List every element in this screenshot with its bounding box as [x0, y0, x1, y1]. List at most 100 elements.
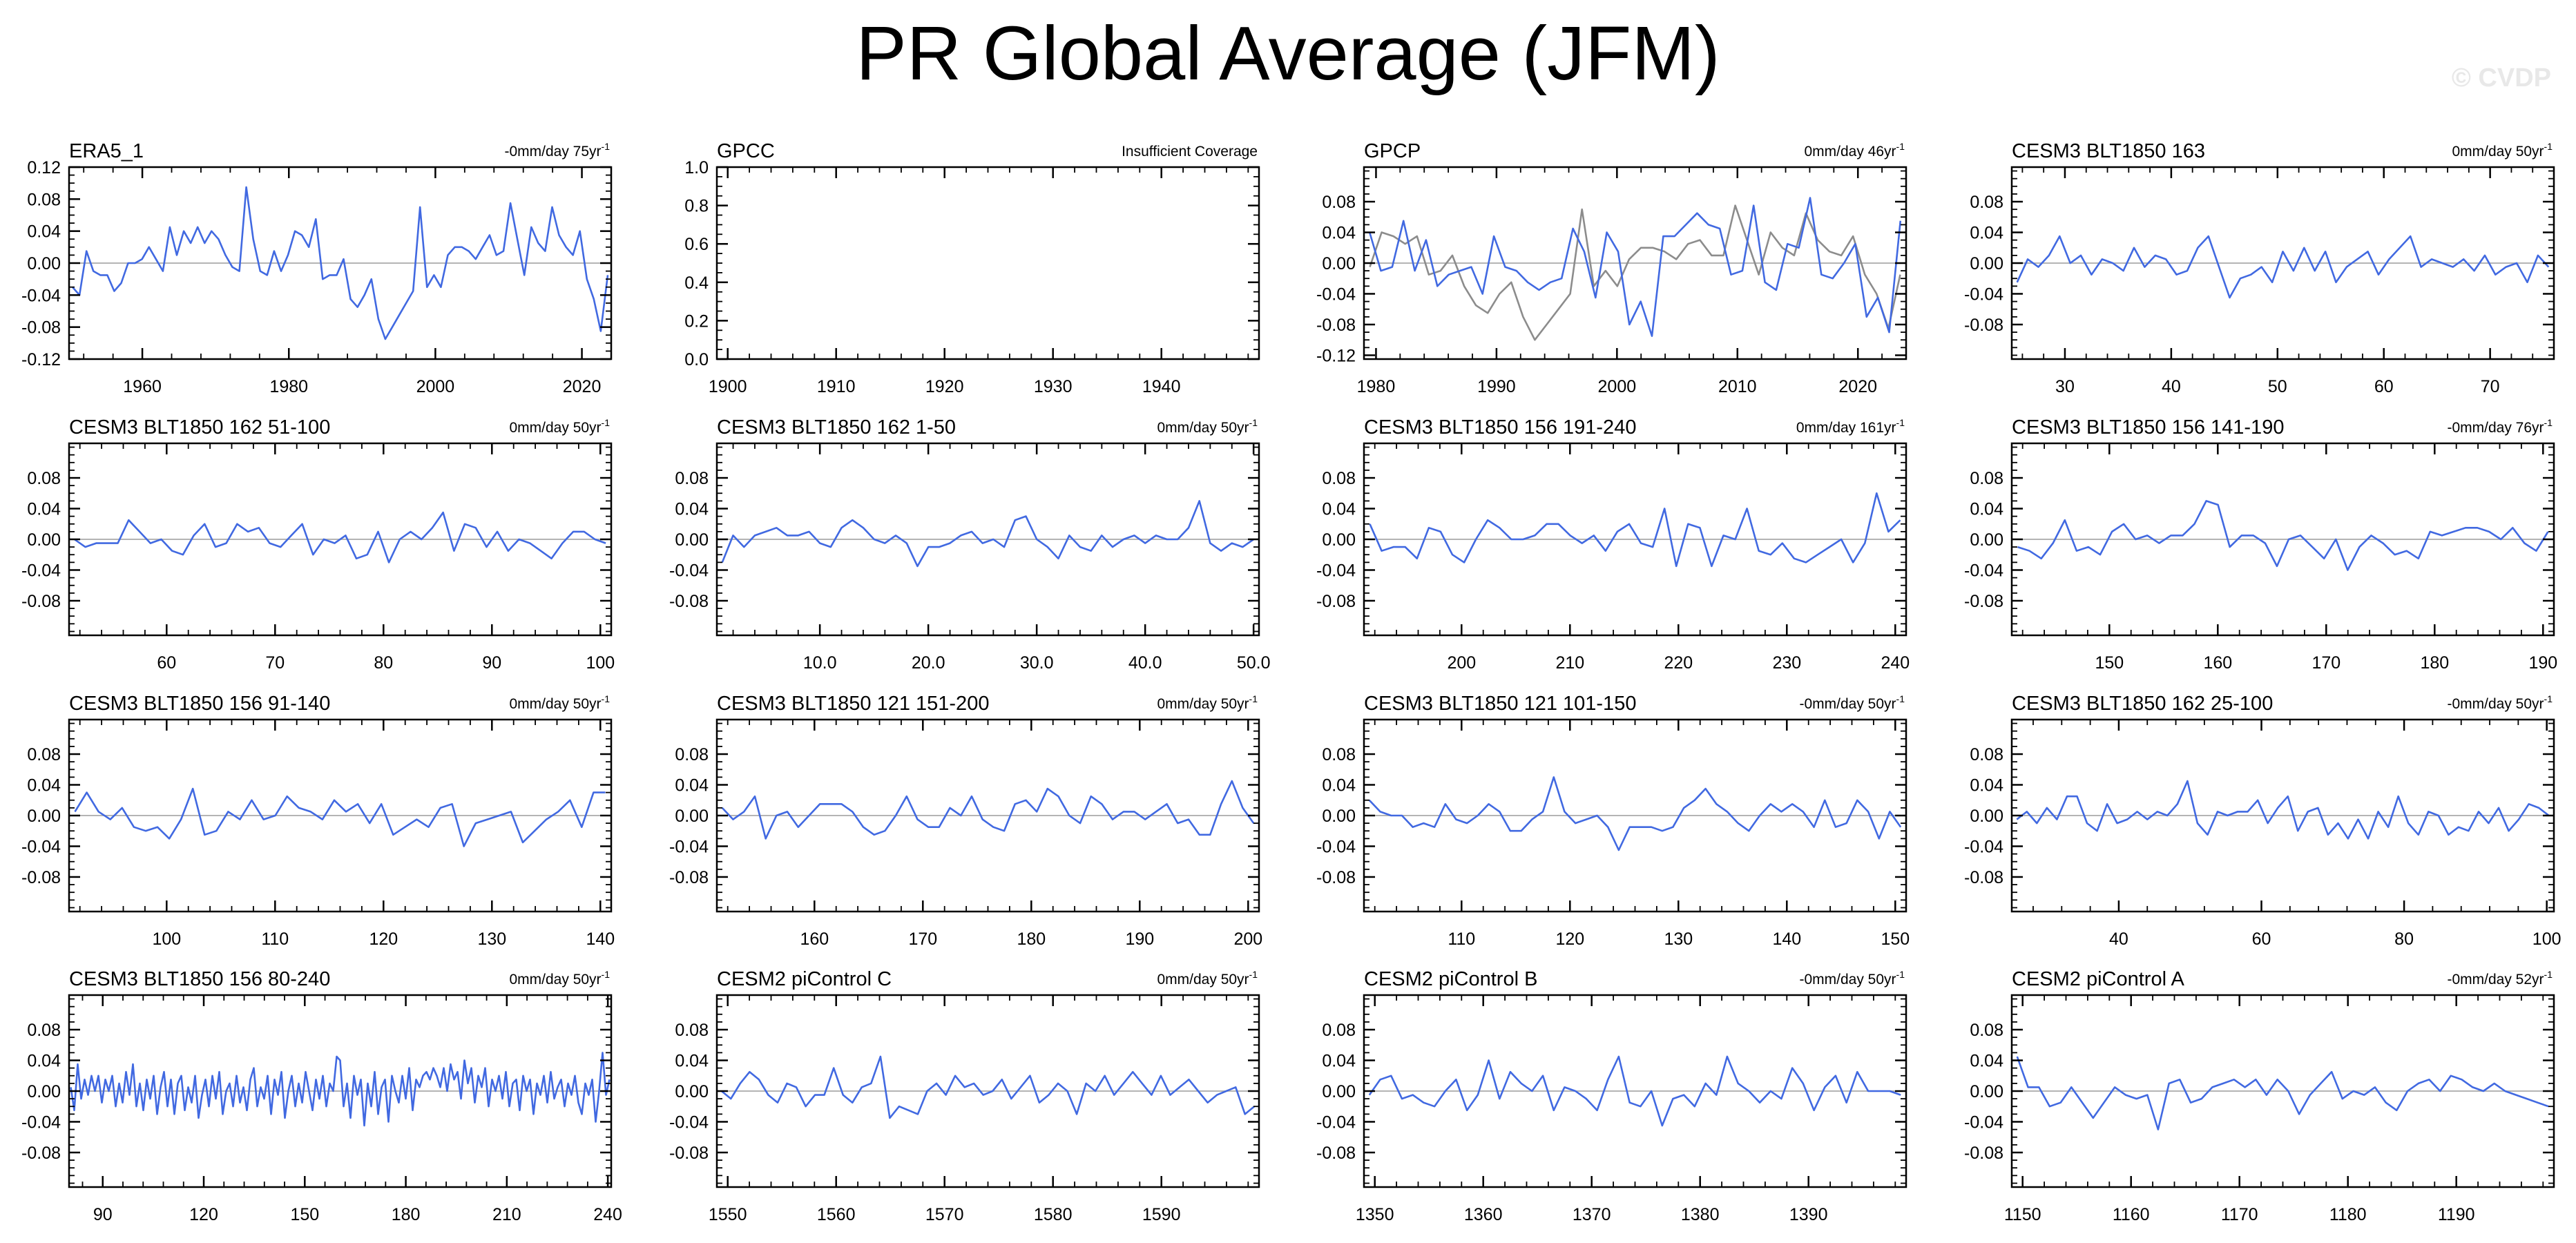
y-tick-label: 0.00: [1322, 807, 1356, 826]
x-tick-label: 10.0: [803, 653, 837, 673]
x-tick-label: 150: [290, 1205, 319, 1224]
x-tick-label: 1160: [2113, 1205, 2150, 1224]
x-tick-label: 2000: [1598, 377, 1637, 396]
y-tick-label: 0.04: [1970, 500, 2003, 519]
x-tick-label: 60: [157, 653, 176, 673]
x-tick-label: 1170: [2221, 1205, 2258, 1224]
chart-panel-12: 40 60 80 100 -0.08 -0.04 0.00 0.04 0.08 CESM3 BLT…: [1964, 693, 2561, 949]
y-tick-label: -0.04: [21, 561, 61, 580]
y-tick-label: 0.04: [27, 1052, 61, 1071]
x-tick-label: 50: [2268, 377, 2287, 396]
y-tick-label: 0.08: [675, 469, 709, 488]
x-tick-label: 210: [1555, 653, 1584, 673]
x-tick-label: 80: [2394, 929, 2414, 949]
chart-panel-15: 1350 1360 1370 1380 1390 -0.08 -0.04 0.00 0.04 0.…: [1316, 968, 1907, 1224]
panel-stat-exponent: -1: [602, 969, 611, 980]
panel-title: GPCC: [717, 140, 775, 162]
y-tick-label: 0.00: [675, 807, 709, 826]
x-tick-label: 200: [1233, 929, 1262, 949]
model-series-line: [721, 780, 1255, 840]
x-tick-label: 70: [2481, 377, 2500, 396]
panel-stat-value: -0mm/day 50yr: [2448, 696, 2544, 712]
panel-stat-exponent: -1: [602, 417, 611, 428]
y-tick-label: 0.08: [27, 745, 61, 764]
y-tick-label: -0.08: [1964, 868, 2003, 887]
chart-panel-3: 1980 1990 2000 2010 2020 -0.12 -0.08 -0.04 0.00 0…: [1316, 140, 1907, 396]
y-tick-label: -0.04: [669, 561, 709, 580]
y-tick-label: 0.00: [1322, 254, 1356, 273]
x-tick-label: 30: [2055, 377, 2075, 396]
y-tick-label: 0.04: [1970, 1052, 2003, 1071]
model-series-line: [2016, 235, 2550, 299]
chart-panel-11: 110 120 130 140 150 -0.08 -0.04 0.00 0.04 0.08 CES…: [1316, 693, 1910, 949]
x-tick-label: 1990: [1477, 377, 1516, 396]
y-tick-label: -0.08: [21, 592, 61, 611]
y-tick-label: -0.08: [1316, 868, 1356, 887]
panel-stat: 0mm/day 161yr-1: [1796, 417, 1905, 436]
x-tick-label: 140: [1772, 929, 1801, 949]
x-tick-label: 80: [374, 653, 393, 673]
panel-stat-value: -0mm/day 52yr: [2448, 972, 2544, 987]
chart-panel-6: 10.0 20.0 30.0 40.0 50.0 -0.08 -0.04 0.00 0.04 0.…: [669, 416, 1270, 673]
y-tick-label: 0.6: [684, 235, 709, 254]
x-tick-label: 1900: [709, 377, 747, 396]
panel-stat: 0mm/day 46yr-1: [1805, 141, 1905, 160]
y-tick-label: 0.8: [684, 197, 709, 216]
x-tick-label: 180: [392, 1205, 421, 1224]
chart-panel-16: 1150 1160 1170 1180 1190 -0.08 -0.04 0.00 0.04 0.…: [1964, 968, 2555, 1224]
panel-stat-value: -0mm/day 50yr: [1800, 696, 1896, 712]
panel-stat-value: -0mm/day 76yr: [2448, 420, 2544, 436]
x-tick-label: 1910: [817, 377, 856, 396]
panel-stat-value: Insufficient Coverage: [1122, 144, 1258, 160]
x-tick-label: 1180: [2329, 1205, 2367, 1224]
chart-panel-13: 90 120 150 180 210 240 -0.08 -0.04 0.00 0.04 0.08 C…: [21, 968, 622, 1224]
panel-stat: 0mm/day 50yr-1: [510, 417, 611, 436]
x-tick-label: 40.0: [1128, 653, 1162, 673]
model-series-line: [720, 1055, 1256, 1119]
y-tick-label: 0.04: [1322, 500, 1356, 519]
x-tick-label: 240: [1881, 653, 1910, 673]
x-tick-label: 1560: [817, 1205, 856, 1224]
y-tick-label: -0.08: [1316, 316, 1356, 335]
y-tick-label: -0.04: [1316, 1112, 1356, 1132]
x-tick-label: 1570: [925, 1205, 964, 1224]
y-tick-label: -0.04: [1316, 285, 1356, 304]
y-tick-label: 0.12: [27, 158, 61, 177]
model-series-line: [74, 787, 606, 847]
x-tick-label: 1960: [123, 377, 162, 396]
chart-panel-9: 100 110 120 130 140 -0.08 -0.04 0.00 0.04 0.08 CES…: [21, 693, 615, 949]
x-tick-label: 180: [1017, 929, 1046, 949]
panel-stat-exponent: -1: [602, 141, 611, 152]
model-series-line: [1368, 1055, 1901, 1127]
panel-stat-exponent: -1: [1896, 417, 1905, 428]
x-tick-label: 100: [2532, 929, 2561, 949]
y-tick-label: 0.00: [1970, 530, 2003, 550]
chart-panel-4: 30 40 50 60 70 -0.08 -0.04 0.00 0.04 0.08 CESM3 BL…: [1964, 140, 2555, 396]
y-tick-label: 0.08: [1970, 469, 2003, 488]
x-tick-label: 1980: [1357, 377, 1396, 396]
panel-stat-exponent: -1: [1896, 969, 1905, 980]
model-series-line: [721, 500, 1254, 568]
panel-stat: Insufficient Coverage: [1122, 144, 1258, 160]
y-tick-label: 0.04: [27, 500, 61, 519]
y-tick-label: -0.04: [1316, 561, 1356, 580]
y-tick-label: 0.08: [675, 745, 709, 764]
chart-panel-1: 1960 1980 2000 2020 -0.12 -0.08 -0.04 0.00 0.04 0…: [21, 140, 613, 396]
x-tick-label: 1390: [1789, 1205, 1828, 1224]
y-tick-label: 0.00: [675, 1082, 709, 1101]
y-tick-label: 0.04: [1970, 776, 2003, 796]
panel-title: CESM3 BLT1850 162 25-100: [2012, 693, 2273, 715]
y-tick-label: 0.00: [1970, 1082, 2003, 1101]
y-tick-label: 0.4: [684, 273, 709, 293]
x-tick-label: 1350: [1356, 1205, 1394, 1224]
x-tick-label: 130: [477, 929, 506, 949]
panel-stat-value: 0mm/day 46yr: [1805, 144, 1896, 160]
panel-title: GPCP: [1364, 140, 1421, 162]
panel-stat: -0mm/day 76yr-1: [2448, 417, 2553, 436]
panel-title: CESM2 piControl A: [2012, 968, 2184, 990]
panel-stat-exponent: -1: [1249, 417, 1258, 428]
x-tick-label: 150: [2095, 653, 2124, 673]
x-tick-label: 170: [2311, 653, 2340, 673]
y-tick-label: -0.04: [1964, 837, 2003, 856]
panel-stat: 0mm/day 50yr-1: [1157, 693, 1258, 712]
